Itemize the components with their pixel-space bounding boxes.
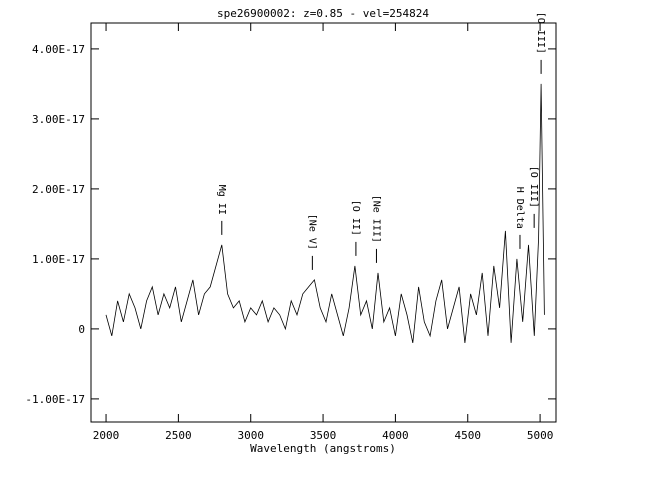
chart-title: spe26900002: z=0.85 - vel=254824 [217,7,429,20]
y-tick-label: 2.00E-17 [32,183,85,196]
x-axis-label: Wavelength (angstroms) [250,442,396,455]
x-tick-label: 2500 [165,429,192,442]
x-tick-label: 5000 [527,429,554,442]
y-tick-label: 3.00E-17 [32,113,85,126]
y-tick-label: 4.00E-17 [32,43,85,56]
annotation-label: [Ne V] [306,214,317,250]
x-tick-label: 4000 [382,429,409,442]
x-tick-label: 2000 [93,429,120,442]
x-tick-label: 4500 [454,429,481,442]
annotation-label: [O III] [528,166,539,208]
x-tick-label: 3000 [237,429,264,442]
y-tick-label: 0 [78,323,85,336]
annotation-label: Mg II [216,185,227,215]
annotation-label: H Delta [514,187,525,229]
annotation-label: [Ne III] [370,195,381,243]
y-tick-label: 1.00E-17 [32,253,85,266]
y-tick-label: -1.00E-17 [25,393,85,406]
spectrum-line [105,83,545,343]
plot-frame [90,22,557,423]
annotation-label: [O III] [535,12,546,54]
x-tick-label: 3500 [310,429,337,442]
annotation-label: [O II] [350,200,361,236]
